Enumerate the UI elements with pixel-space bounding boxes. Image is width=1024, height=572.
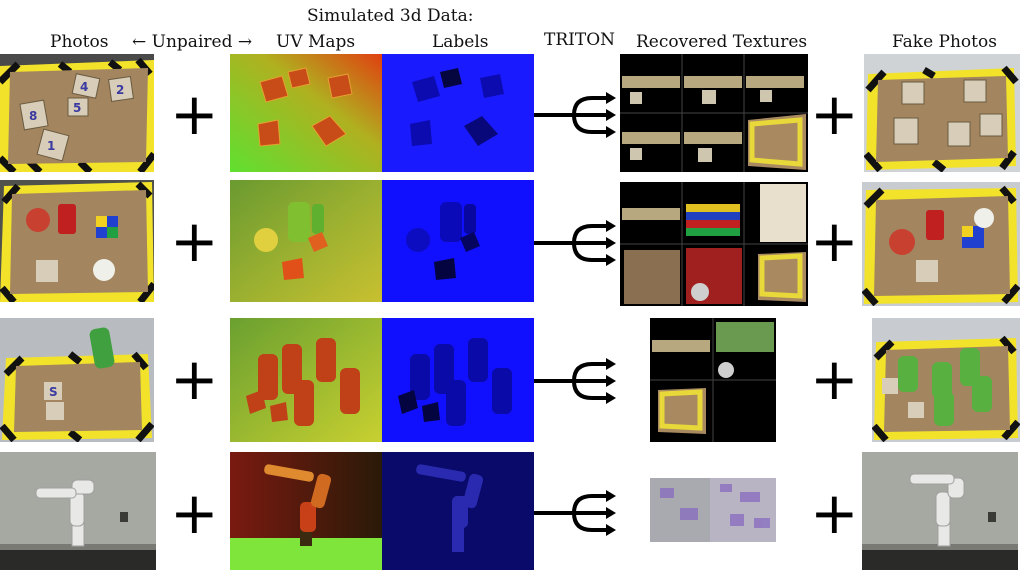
- recovered-texture-row3: [650, 318, 776, 442]
- block-letter: 4: [80, 80, 88, 94]
- header-labels: Labels: [432, 32, 489, 52]
- header-fake-photos: Fake Photos: [892, 32, 997, 52]
- labels-row4: [382, 452, 534, 570]
- plus-sign: +: [170, 207, 219, 275]
- plus-sign: +: [170, 80, 219, 148]
- uv-map-row2: [230, 180, 382, 302]
- header-uv-maps: UV Maps: [276, 32, 356, 52]
- header-simulated-title: Simulated 3d Data:: [307, 6, 474, 26]
- fake-photo-row1: [864, 54, 1020, 172]
- recovered-texture-row4: [650, 478, 776, 542]
- plus-sign: +: [170, 479, 219, 547]
- plus-sign: +: [810, 80, 859, 148]
- labels-row1: [382, 54, 534, 172]
- photo-row1: 4 8 1 5 2: [0, 54, 154, 172]
- photo-row4: [0, 452, 156, 570]
- trident-arrow-row2: [534, 218, 616, 268]
- recovered-texture-row2: [620, 182, 808, 306]
- fake-photo-row4: [862, 452, 1018, 570]
- plus-sign: +: [810, 479, 859, 547]
- svg-text:2: 2: [116, 83, 124, 97]
- uv-map-row1: [230, 54, 382, 172]
- plus-sign: +: [170, 345, 219, 413]
- photo-row3: S: [0, 318, 154, 442]
- uv-map-row3: [230, 318, 382, 442]
- block-letter: S: [49, 385, 58, 399]
- svg-text:5: 5: [73, 101, 81, 115]
- header-photos: Photos: [50, 32, 109, 52]
- header-unpaired: ← Unpaired →: [132, 32, 253, 52]
- photo-row2: [0, 180, 154, 302]
- svg-text:8: 8: [29, 109, 37, 123]
- plus-sign: +: [810, 207, 859, 275]
- labels-row3: [382, 318, 534, 442]
- recovered-texture-row1: [620, 54, 808, 172]
- uv-map-row4: [230, 452, 382, 570]
- plus-sign: +: [810, 345, 859, 413]
- fake-photo-row2: [862, 182, 1020, 306]
- header-recovered-textures: Recovered Textures: [636, 32, 808, 52]
- trident-arrow-row4: [534, 488, 616, 538]
- trident-arrow-row3: [534, 356, 616, 406]
- trident-arrow-row1: [534, 90, 616, 140]
- header-triton: TRITON: [544, 30, 616, 50]
- labels-row2: [382, 180, 534, 302]
- svg-text:1: 1: [47, 139, 55, 153]
- fake-photo-row3: [872, 318, 1020, 442]
